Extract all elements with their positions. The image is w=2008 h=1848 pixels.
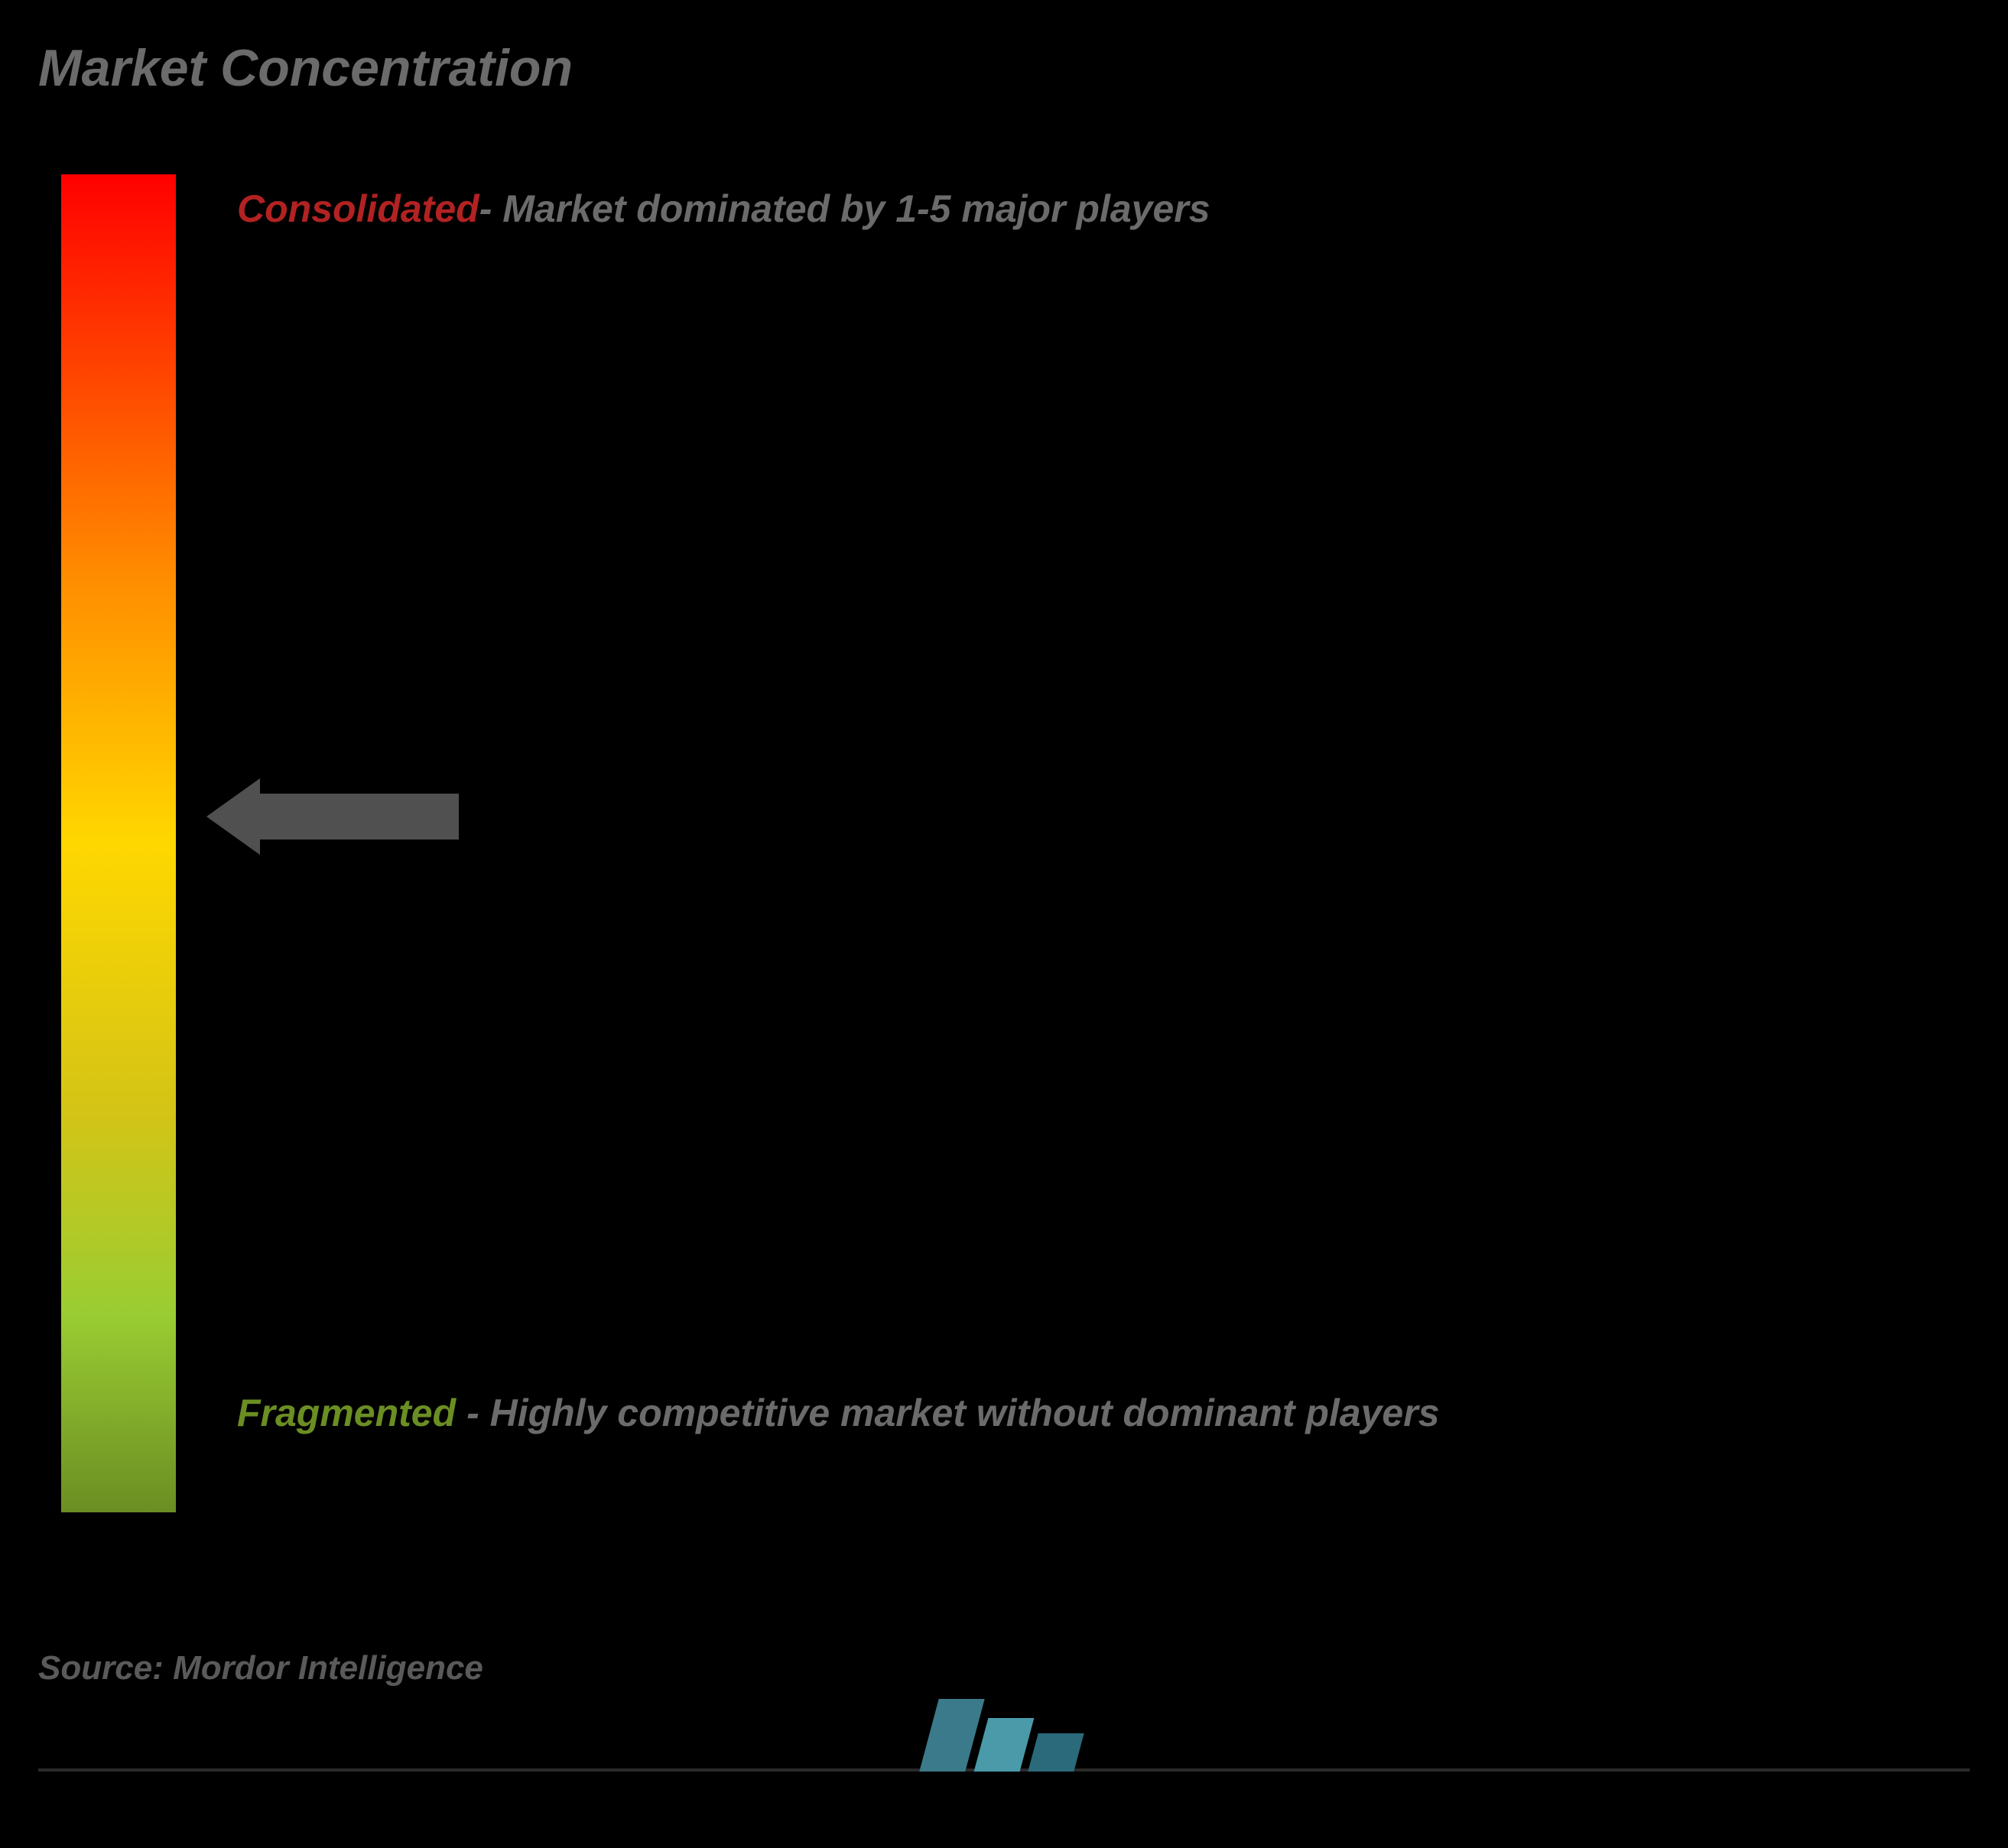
logo-bar-2 — [974, 1718, 1035, 1772]
consolidated-label: Consolidated- Market dominated by 1-5 ma… — [237, 182, 1210, 235]
source-label: Source: — [38, 1649, 164, 1687]
consolidated-highlight: Consolidated — [237, 187, 479, 230]
page-title: Market Concentration — [38, 38, 1970, 98]
logo-bar-3 — [1028, 1733, 1084, 1772]
concentration-gradient-bar — [61, 174, 176, 1512]
mordor-logo-icon — [929, 1699, 1079, 1772]
arrow-body — [260, 794, 459, 840]
fragmented-label: Fragmented - Highly competitive market w… — [237, 1382, 1440, 1444]
content-area: Consolidated- Market dominated by 1-5 ma… — [38, 174, 1970, 1551]
arrow-head-icon — [206, 778, 260, 855]
consolidated-description: - Market dominated by 1-5 major players — [479, 187, 1210, 230]
logo-bar-1 — [919, 1699, 984, 1772]
position-indicator-arrow — [206, 778, 459, 855]
fragmented-description: - Highly competitive market without domi… — [456, 1392, 1439, 1434]
fragmented-highlight: Fragmented — [237, 1392, 456, 1434]
source-value: Mordor Intelligence — [173, 1649, 483, 1687]
labels-container: Consolidated- Market dominated by 1-5 ma… — [176, 174, 1970, 1551]
source-attribution: Source: Mordor Intelligence — [38, 1649, 483, 1687]
